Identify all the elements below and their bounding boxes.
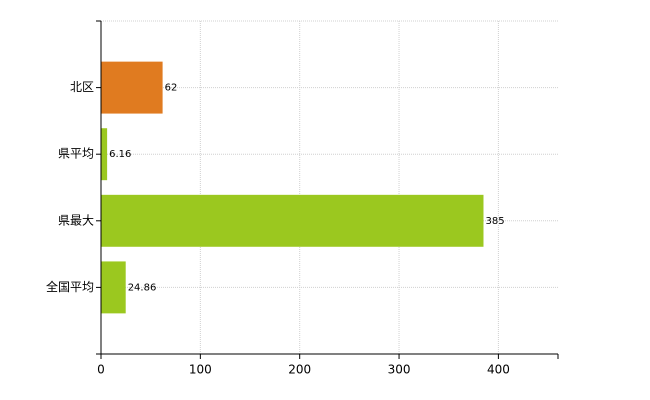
value-label: 24.86 [128,282,157,293]
y-tick-label: 県最大 [58,213,94,227]
x-tick-label: 300 [388,363,411,377]
y-tick-label: 北区 [70,80,94,94]
bar [101,128,108,181]
y-tick-label: 県平均 [58,147,94,161]
value-label: 6.16 [109,149,131,160]
x-tick-label: 200 [288,363,311,377]
bar [101,194,484,247]
x-tick-label: 400 [487,363,510,377]
x-tick-label: 100 [189,363,212,377]
bar [101,261,126,314]
value-label: 62 [165,83,178,94]
x-tick-label: 0 [97,363,105,377]
y-tick-label: 全国平均 [46,279,94,294]
bar [101,61,163,114]
value-label: 385 [485,216,504,227]
